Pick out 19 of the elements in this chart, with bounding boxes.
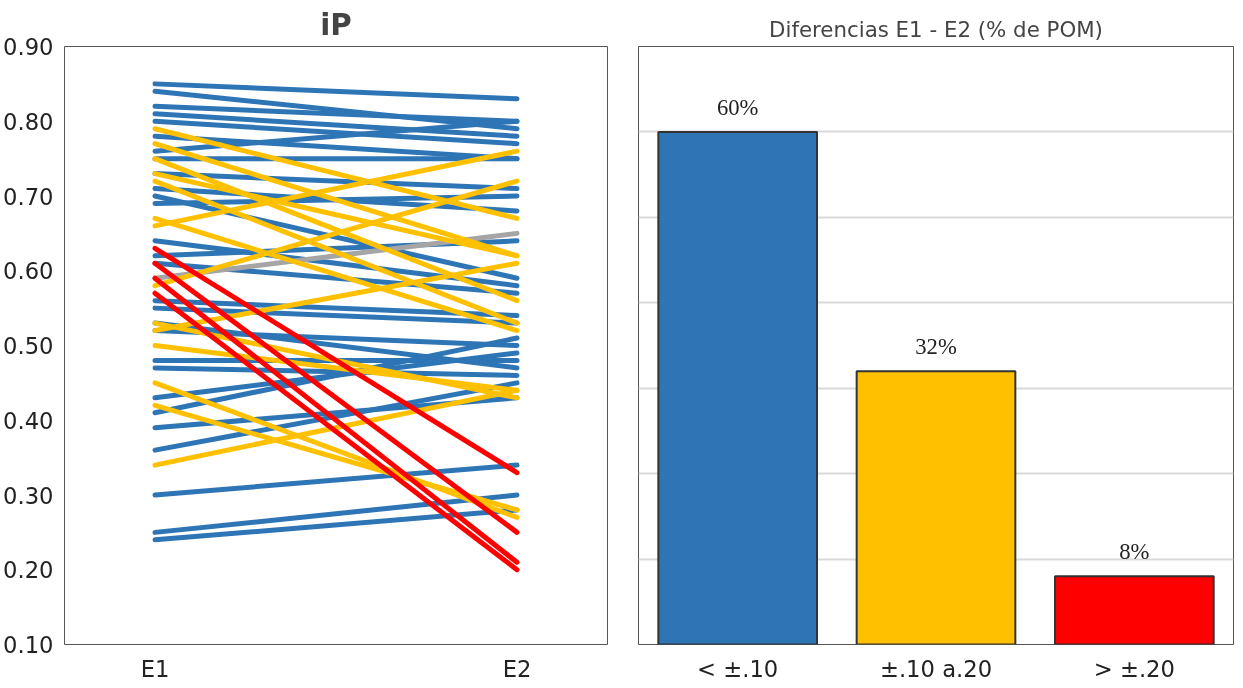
x-tick-label: ±.10 a.20 xyxy=(879,655,993,682)
chart-title: iP xyxy=(320,7,352,42)
y-tick-label: 0.90 xyxy=(3,34,54,60)
x-tick-label: E1 xyxy=(140,655,170,682)
data-label: 60% xyxy=(716,94,759,120)
data-label: 32% xyxy=(915,334,957,360)
y-tick-label: 0.60 xyxy=(3,258,54,285)
y-tick-label: 0.70 xyxy=(3,183,54,210)
x-tick-label: > ±.20 xyxy=(1093,655,1175,682)
y-tick-label: 0.10 xyxy=(3,632,54,658)
x-tick-label: < ±.10 xyxy=(697,655,779,682)
y-tick-label: 0.20 xyxy=(3,557,54,584)
y-tick-label: 0.50 xyxy=(3,333,54,359)
data-label: 8% xyxy=(1119,539,1150,565)
x-tick-label: E2 xyxy=(502,655,532,682)
y-tick-label: 0.30 xyxy=(3,482,54,509)
y-tick-label: 0.80 xyxy=(3,108,54,135)
y-tick-label: 0.40 xyxy=(3,407,54,434)
chart-title: Diferencias E1 - E2 (% de POM) xyxy=(769,16,1103,42)
